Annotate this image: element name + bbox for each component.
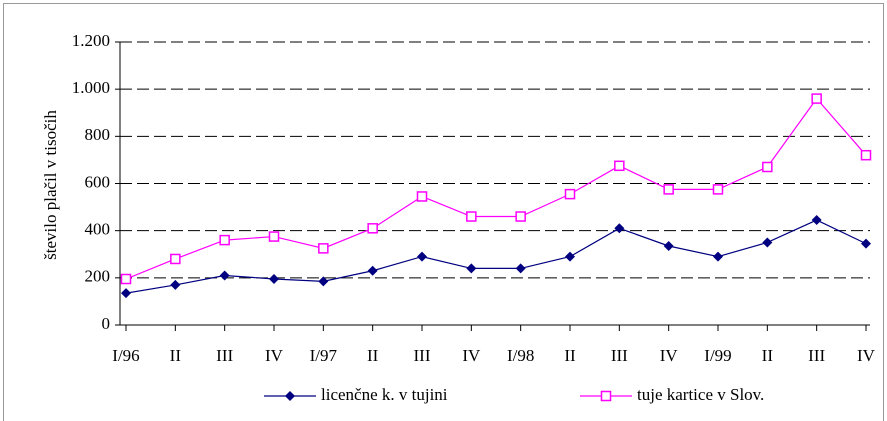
point — [515, 263, 526, 274]
point — [219, 270, 230, 281]
x-tick-label: IV — [660, 346, 679, 365]
point — [564, 188, 576, 200]
point — [762, 237, 773, 248]
point — [712, 184, 724, 195]
point — [600, 390, 612, 402]
legend-label: licenčne k. v tujini — [321, 385, 448, 404]
point — [614, 160, 625, 172]
x-tick-label: I/98 — [507, 346, 534, 365]
point — [285, 391, 295, 401]
point — [120, 273, 132, 285]
point — [367, 223, 378, 234]
point — [565, 251, 575, 262]
x-tick-label: IV — [462, 346, 481, 365]
chart-frame — [3, 3, 884, 421]
x-tick-label: II — [170, 346, 182, 365]
x-tick-label: IV — [265, 346, 284, 365]
point — [466, 211, 477, 222]
x-tick-label: II — [367, 346, 379, 365]
point — [318, 276, 329, 287]
x-tick-label: III — [808, 346, 825, 365]
series-line — [125, 97, 867, 280]
x-tick-label: IV — [857, 346, 876, 365]
x-tick-label: I/99 — [704, 346, 731, 365]
point — [121, 288, 131, 299]
point — [811, 93, 822, 104]
y-tick-label: 1.000 — [72, 78, 110, 97]
point — [416, 191, 428, 202]
point — [713, 251, 723, 262]
point — [170, 279, 181, 290]
point — [318, 243, 329, 254]
x-tick-label: I/97 — [310, 346, 338, 365]
point — [219, 234, 230, 246]
legend-label: tuje kartice v Slov. — [637, 385, 764, 404]
point — [417, 251, 427, 262]
point — [663, 240, 674, 251]
x-tick-label: III — [216, 346, 233, 365]
point — [466, 263, 477, 274]
x-tick-label: II — [564, 346, 576, 365]
y-tick-label: 400 — [85, 220, 111, 239]
point — [269, 274, 279, 285]
y-tick-label: 1.200 — [72, 31, 110, 50]
point — [860, 149, 872, 161]
y-tick-label: 0 — [102, 314, 111, 333]
x-tick-label: II — [762, 346, 774, 365]
x-tick-label: III — [611, 346, 628, 365]
point — [663, 184, 674, 195]
point — [268, 231, 280, 242]
y-tick-label: 200 — [85, 267, 111, 286]
point — [515, 211, 526, 222]
point — [367, 265, 378, 276]
y-axis-label: število plačil v tisočih — [41, 110, 60, 260]
point — [762, 161, 773, 173]
point — [170, 253, 181, 265]
x-tick-label: I/96 — [112, 346, 139, 365]
y-tick-label: 800 — [85, 125, 111, 144]
y-tick-label: 600 — [85, 172, 111, 191]
x-tick-label: III — [414, 346, 431, 365]
point — [614, 223, 625, 234]
point — [861, 238, 871, 249]
point — [811, 215, 822, 226]
series-line — [125, 219, 867, 294]
